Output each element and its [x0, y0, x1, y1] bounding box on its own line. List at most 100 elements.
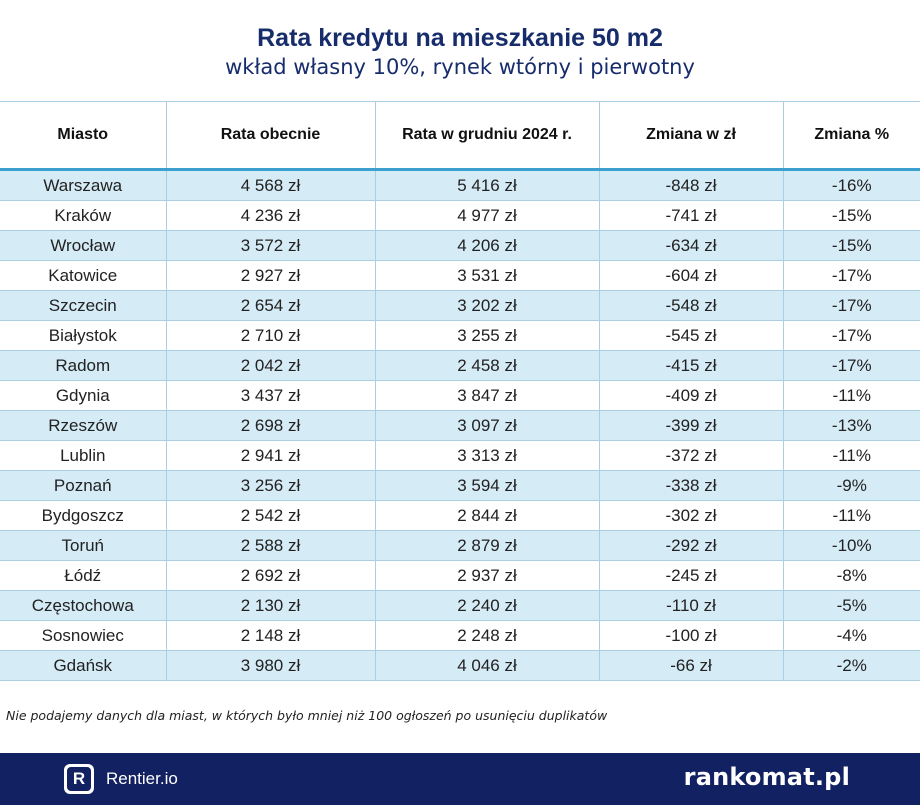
- cell-rate-now: 4 236 zł: [165, 200, 375, 231]
- data-table: Miasto Rata obecnie Rata w grudniu 2024 …: [0, 101, 920, 681]
- cell-city: Łódź: [0, 560, 166, 591]
- cell-change-pln: -399 zł: [598, 410, 783, 441]
- cell-rate-now: 2 710 zł: [165, 320, 375, 351]
- cell-change-pln: -110 zł: [598, 590, 783, 621]
- cell-rate-dec-2024: 3 847 zł: [374, 380, 599, 411]
- rentier-logo-icon: R: [64, 764, 94, 794]
- cell-rate-dec-2024: 3 313 zł: [374, 440, 599, 471]
- cell-rate-dec-2024: 2 879 zł: [374, 530, 599, 561]
- cell-change-pln: -338 zł: [598, 470, 783, 501]
- table-row: Wrocław 3 572 zł 4 206 zł -634 zł -15%: [0, 230, 920, 261]
- table-row: Rzeszów 2 698 zł 3 097 zł -399 zł -13%: [0, 410, 920, 441]
- cell-rate-now: 2 042 zł: [165, 350, 375, 381]
- column-header-zmiana-zl: Zmiana w zł: [598, 101, 783, 170]
- table-row: Warszawa 4 568 zł 5 416 zł -848 zł -16%: [0, 169, 920, 201]
- cell-change-pct: -17%: [782, 320, 920, 351]
- cell-change-pln: -548 zł: [598, 290, 783, 321]
- cell-rate-dec-2024: 3 097 zł: [374, 410, 599, 441]
- cell-change-pln: -292 zł: [598, 530, 783, 561]
- footer-bar: R Rentier.io rankomat.pl: [0, 753, 920, 805]
- cell-city: Katowice: [0, 260, 166, 291]
- cell-change-pct: -17%: [782, 260, 920, 291]
- chart-subtitle: wkład własny 10%, rynek wtórny i pierwot…: [225, 55, 695, 79]
- table-row: Częstochowa 2 130 zł 2 240 zł -110 zł -5%: [0, 590, 920, 621]
- footnote: Nie podajemy danych dla miast, w których…: [6, 708, 608, 723]
- title-block: Rata kredytu na mieszkanie 50 m2 wkład w…: [0, 0, 920, 79]
- column-header-rata-grudzien: Rata w grudniu 2024 r.: [374, 101, 599, 170]
- cell-change-pct: -11%: [782, 500, 920, 531]
- chart-title: Rata kredytu na mieszkanie 50 m2: [257, 24, 663, 52]
- cell-change-pln: -66 zł: [598, 650, 783, 681]
- column-header-miasto: Miasto: [0, 101, 166, 170]
- cell-change-pct: -11%: [782, 380, 920, 411]
- cell-city: Gdynia: [0, 380, 166, 411]
- table-row: Bydgoszcz 2 542 zł 2 844 zł -302 zł -11%: [0, 500, 920, 531]
- table-row: Katowice 2 927 zł 3 531 zł -604 zł -17%: [0, 260, 920, 291]
- rentier-logo-letter: R: [67, 767, 91, 791]
- cell-rate-dec-2024: 2 844 zł: [374, 500, 599, 531]
- rankomat-logo: rankomat.pl: [683, 763, 850, 791]
- column-header-zmiana-procent: Zmiana %: [782, 101, 920, 170]
- cell-change-pln: -741 zł: [598, 200, 783, 231]
- table-row: Gdynia 3 437 zł 3 847 zł -409 zł -11%: [0, 380, 920, 411]
- cell-rate-now: 2 927 zł: [165, 260, 375, 291]
- cell-change-pct: -2%: [782, 650, 920, 681]
- cell-city: Częstochowa: [0, 590, 166, 621]
- cell-rate-dec-2024: 2 937 zł: [374, 560, 599, 591]
- cell-rate-now: 2 692 zł: [165, 560, 375, 591]
- table-header: Miasto Rata obecnie Rata w grudniu 2024 …: [0, 101, 920, 170]
- table-row: Białystok 2 710 zł 3 255 zł -545 zł -17%: [0, 320, 920, 351]
- cell-rate-dec-2024: 3 531 zł: [374, 260, 599, 291]
- cell-change-pct: -15%: [782, 230, 920, 261]
- cell-rate-dec-2024: 2 240 zł: [374, 590, 599, 621]
- cell-change-pct: -10%: [782, 530, 920, 561]
- cell-rate-dec-2024: 2 248 zł: [374, 620, 599, 651]
- cell-rate-dec-2024: 3 255 zł: [374, 320, 599, 351]
- cell-rate-now: 3 256 zł: [165, 470, 375, 501]
- cell-rate-dec-2024: 4 977 zł: [374, 200, 599, 231]
- cell-city: Lublin: [0, 440, 166, 471]
- cell-rate-now: 2 654 zł: [165, 290, 375, 321]
- cell-city: Bydgoszcz: [0, 500, 166, 531]
- cell-city: Poznań: [0, 470, 166, 501]
- cell-rate-now: 2 698 zł: [165, 410, 375, 441]
- cell-change-pln: -100 zł: [598, 620, 783, 651]
- cell-rate-dec-2024: 3 594 zł: [374, 470, 599, 501]
- cell-change-pct: -11%: [782, 440, 920, 471]
- cell-change-pln: -409 zł: [598, 380, 783, 411]
- cell-rate-now: 2 130 zł: [165, 590, 375, 621]
- cell-change-pct: -4%: [782, 620, 920, 651]
- cell-city: Gdańsk: [0, 650, 166, 681]
- cell-city: Kraków: [0, 200, 166, 231]
- cell-rate-now: 3 572 zł: [165, 230, 375, 261]
- cell-rate-now: 3 980 zł: [165, 650, 375, 681]
- table-row: Szczecin 2 654 zł 3 202 zł -548 zł -17%: [0, 290, 920, 321]
- cell-rate-dec-2024: 3 202 zł: [374, 290, 599, 321]
- table-row: Lublin 2 941 zł 3 313 zł -372 zł -11%: [0, 440, 920, 471]
- cell-change-pct: -17%: [782, 290, 920, 321]
- cell-change-pln: -372 zł: [598, 440, 783, 471]
- cell-change-pct: -9%: [782, 470, 920, 501]
- cell-city: Toruń: [0, 530, 166, 561]
- cell-city: Szczecin: [0, 290, 166, 321]
- cell-change-pln: -634 zł: [598, 230, 783, 261]
- table-body: Warszawa 4 568 zł 5 416 zł -848 zł -16% Krakó…: [0, 169, 920, 681]
- cell-change-pct: -17%: [782, 350, 920, 381]
- cell-change-pln: -245 zł: [598, 560, 783, 591]
- cell-rate-now: 2 148 zł: [165, 620, 375, 651]
- cell-change-pct: -13%: [782, 410, 920, 441]
- rentier-brand: Rentier.io: [106, 769, 178, 788]
- header-row: Miasto Rata obecnie Rata w grudniu 2024 …: [0, 101, 920, 170]
- cell-change-pln: -545 zł: [598, 320, 783, 351]
- cell-city: Radom: [0, 350, 166, 381]
- cell-city: Rzeszów: [0, 410, 166, 441]
- table-row: Poznań 3 256 zł 3 594 zł -338 zł -9%: [0, 470, 920, 501]
- cell-change-pln: -848 zł: [598, 169, 783, 201]
- cell-rate-now: 3 437 zł: [165, 380, 375, 411]
- table-row: Łódź 2 692 zł 2 937 zł -245 zł -8%: [0, 560, 920, 591]
- cell-change-pct: -15%: [782, 200, 920, 231]
- column-header-rata-obecnie: Rata obecnie: [165, 101, 375, 170]
- table-row: Toruń 2 588 zł 2 879 zł -292 zł -10%: [0, 530, 920, 561]
- cell-rate-now: 2 542 zł: [165, 500, 375, 531]
- cell-city: Białystok: [0, 320, 166, 351]
